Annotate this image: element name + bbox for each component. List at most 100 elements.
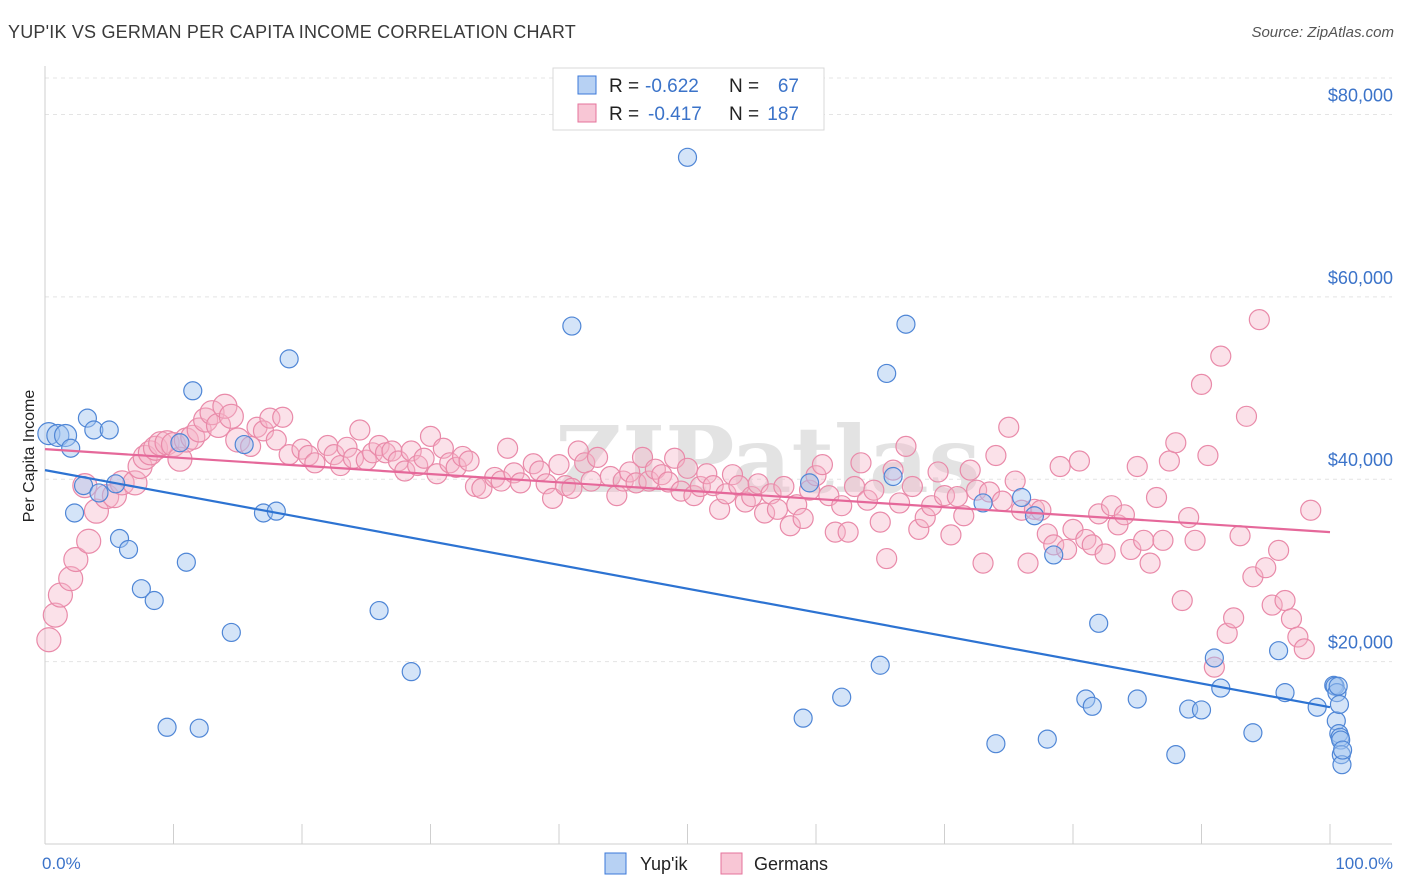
german-point	[47, 582, 74, 608]
top-legend: R = -0.622 N = 67 R = -0.417 N = 187	[552, 67, 825, 131]
yupik-point	[118, 539, 139, 560]
y-tick-label: $40,000	[1328, 450, 1393, 470]
german-point	[1261, 594, 1283, 616]
yupik-point	[877, 363, 897, 384]
german-point	[1133, 529, 1155, 551]
axes	[44, 66, 1392, 845]
yupik-point	[1089, 613, 1109, 633]
yupik-point	[46, 423, 70, 448]
german-point	[548, 454, 570, 476]
german-point	[792, 507, 814, 530]
y-tick-labels: $20,000 $40,000 $60,000 $80,000	[1328, 85, 1393, 652]
legend-r-value-german: -0.417	[648, 104, 702, 125]
german-points	[36, 309, 1322, 678]
yupik-point	[131, 579, 151, 599]
y-tick-label: $20,000	[1328, 633, 1393, 653]
yupik-point	[183, 381, 203, 401]
bottom-swatch-yupik	[604, 852, 627, 875]
german-point	[1158, 450, 1180, 472]
german-point	[766, 498, 789, 520]
german-trend-line	[44, 448, 1331, 534]
german-point	[1043, 534, 1065, 556]
yupik-point	[37, 422, 61, 446]
german-point	[381, 440, 403, 462]
yupik-point	[799, 473, 820, 493]
german-point	[876, 547, 898, 570]
yupik-point	[1024, 506, 1045, 526]
german-point	[721, 464, 744, 486]
german-point	[561, 477, 583, 499]
german-point	[927, 461, 949, 483]
german-point	[786, 494, 808, 516]
german-point	[1210, 345, 1232, 367]
german-point	[1287, 626, 1309, 648]
yupik-points	[37, 147, 1353, 775]
german-point	[1068, 450, 1091, 472]
bottom-legend: Yup'ik Germans	[604, 852, 828, 875]
german-point	[458, 450, 480, 472]
german-point	[1171, 589, 1193, 612]
yupik-point	[144, 590, 164, 611]
yupik-point	[84, 420, 104, 440]
german-point	[205, 412, 232, 439]
german-point	[304, 452, 326, 474]
bottom-legend-german: Germans	[754, 854, 828, 874]
yupik-point	[170, 433, 190, 453]
german-point	[1113, 504, 1136, 526]
german-point	[58, 566, 84, 592]
german-point	[1152, 529, 1174, 551]
german-point	[541, 487, 564, 509]
german-point	[1145, 486, 1168, 509]
yupik-point	[1332, 755, 1352, 775]
german-point	[953, 505, 975, 527]
yupik-point	[1328, 676, 1348, 696]
german-point	[1293, 638, 1315, 660]
x-tick-labels: 0.0% 100.0%	[42, 854, 1393, 873]
grid-lines	[45, 77, 1392, 663]
german-point	[1274, 589, 1296, 612]
legend-n-label-german: N =	[729, 104, 759, 125]
german-point	[638, 470, 660, 492]
german-point	[869, 511, 891, 533]
legend-n-value-german: 187	[767, 104, 799, 125]
german-point	[895, 435, 917, 458]
german-point	[1088, 503, 1110, 525]
yupik-point	[77, 408, 98, 428]
yupik-point	[1082, 696, 1102, 716]
yupik-point	[896, 314, 916, 334]
german-point	[240, 435, 262, 458]
german-point	[1017, 552, 1039, 574]
trend-lines	[44, 448, 1331, 709]
german-point	[83, 498, 110, 524]
yupik-point	[1204, 648, 1224, 668]
german-point	[1223, 607, 1245, 629]
bottom-legend-yupik: Yup'ik	[640, 854, 688, 874]
german-point	[753, 502, 776, 524]
german-point	[1126, 455, 1148, 478]
german-point	[1036, 523, 1058, 545]
y-tick-label: $80,000	[1328, 85, 1393, 105]
german-point	[676, 457, 699, 479]
german-point	[1055, 538, 1078, 561]
german-point	[850, 452, 872, 474]
legend-swatch-german	[577, 103, 597, 123]
german-point	[1235, 405, 1258, 427]
x-tick-label-start: 0.0%	[42, 854, 81, 873]
german-point	[811, 454, 834, 476]
german-point	[1255, 557, 1277, 579]
legend-n-label-yupik: N =	[729, 76, 759, 97]
german-point	[779, 515, 801, 537]
german-point	[1267, 539, 1290, 561]
yupik-trend-line	[44, 469, 1331, 709]
german-point	[272, 406, 294, 428]
german-point	[998, 416, 1020, 438]
german-point	[985, 444, 1007, 467]
german-point	[445, 456, 467, 478]
german-point	[991, 490, 1013, 512]
yupik-point	[234, 434, 254, 455]
german-point	[349, 419, 371, 441]
yupik-point	[176, 552, 196, 572]
german-point	[1190, 373, 1213, 395]
german-point	[972, 552, 994, 574]
